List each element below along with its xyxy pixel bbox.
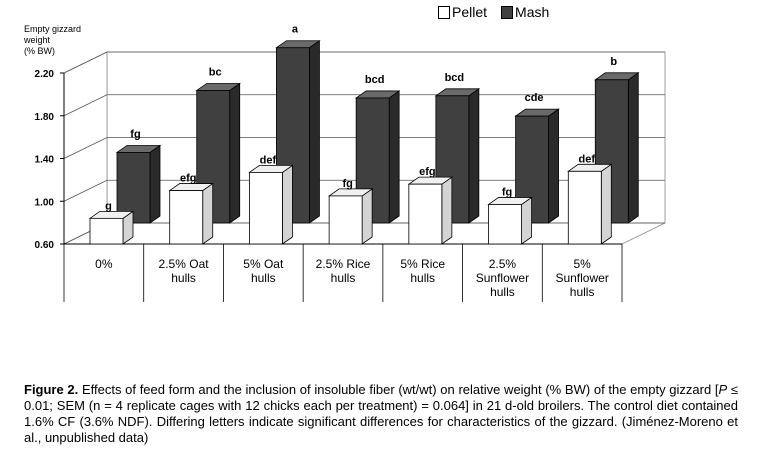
mash-bar-label: a bbox=[292, 24, 299, 36]
legend-label-pellet: Pellet bbox=[452, 4, 488, 20]
pellet-bar-label: fg bbox=[342, 178, 352, 190]
y-tick-label: 0.60 bbox=[35, 240, 55, 251]
y-tick-label: 1.80 bbox=[35, 112, 55, 123]
legend: Pellet Mash bbox=[438, 4, 563, 20]
y-axis-label-line-3: (% BW) bbox=[24, 46, 55, 56]
legend-swatch-mash bbox=[501, 5, 514, 19]
y-axis-label: Empty gizzard weight (% BW) bbox=[24, 24, 104, 57]
legend-label-mash: Mash bbox=[515, 4, 550, 20]
pellet-bar-side bbox=[282, 164, 293, 245]
pellet-bar bbox=[567, 170, 602, 245]
mash-bar-side bbox=[309, 39, 320, 224]
caption-p: P bbox=[718, 382, 728, 397]
legend-item-mash: Mash bbox=[501, 4, 549, 20]
caption-text-2: ≤ 0.01; SEM (n = 4 replicate cages with … bbox=[24, 382, 738, 445]
pellet-bar-side bbox=[361, 188, 373, 245]
mash-bar-side bbox=[548, 108, 559, 224]
category-label: Sunflower bbox=[555, 271, 608, 285]
y-axis-label-line-1: Empty gizzard bbox=[24, 24, 82, 34]
pellet-bar-side bbox=[600, 163, 612, 245]
mash-bar-side bbox=[627, 72, 639, 224]
gridline bbox=[63, 51, 665, 74]
pellet-bar-label: efg bbox=[419, 166, 436, 178]
category-label: 2.5% bbox=[489, 257, 517, 271]
category-label: Sunflower bbox=[476, 271, 529, 285]
mash-bar-label: bcd bbox=[445, 72, 465, 84]
mash-bar-side bbox=[229, 82, 241, 224]
pellet-bar-side bbox=[441, 176, 453, 245]
caption-text-1: Effects of feed form and the inclusion o… bbox=[78, 382, 719, 397]
category-label: 5% Oat bbox=[243, 257, 284, 271]
pellet-bar-label: def bbox=[579, 153, 596, 165]
mash-bar-side bbox=[149, 144, 161, 224]
mash-bar-side bbox=[468, 88, 480, 224]
category-label: 5% bbox=[573, 257, 591, 271]
mash-bar-label: fg bbox=[130, 128, 140, 140]
pellet-bar-label: fg bbox=[502, 186, 512, 198]
pellet-bar-label: g bbox=[105, 200, 112, 212]
mash-bar-label: bc bbox=[209, 66, 222, 78]
category-label: 5% Rice bbox=[400, 257, 445, 271]
category-label: hulls bbox=[410, 271, 435, 285]
figure-caption: Figure 2. Effects of feed form and the i… bbox=[24, 382, 738, 446]
pellet-bar bbox=[408, 183, 443, 245]
category-label: hulls bbox=[490, 285, 515, 299]
legend-swatch-pellet bbox=[438, 5, 450, 19]
y-tick-label: 1.40 bbox=[35, 155, 55, 166]
pellet-bar-side bbox=[521, 196, 532, 245]
pellet-bar bbox=[169, 190, 204, 245]
pellet-bar-label: efg bbox=[180, 173, 197, 185]
category-label: 0% bbox=[95, 257, 113, 271]
pellet-bar bbox=[249, 171, 283, 245]
pellet-bar bbox=[488, 204, 522, 245]
mash-bar-label: bcd bbox=[365, 74, 385, 86]
category-label: hulls bbox=[171, 271, 196, 285]
pellet-bar-label: def bbox=[260, 154, 277, 166]
pellet-bar bbox=[328, 195, 363, 245]
y-axis-label-line-2: weight bbox=[24, 35, 51, 45]
category-label: hulls bbox=[251, 271, 276, 285]
category-label: 2.5% Oat bbox=[159, 257, 210, 271]
pellet-bar-side bbox=[202, 182, 214, 245]
category-label: 2.5% Rice bbox=[316, 257, 371, 271]
y-tick-label: 1.00 bbox=[35, 197, 55, 208]
pellet-bar bbox=[89, 217, 124, 245]
caption-lead: Figure 2. bbox=[24, 382, 79, 397]
mash-bar-label: cde bbox=[525, 92, 544, 104]
mash-bar-label: b bbox=[610, 56, 617, 68]
category-label: hulls bbox=[570, 285, 595, 299]
category-label: hulls bbox=[331, 271, 356, 285]
y-tick-label: 2.20 bbox=[35, 69, 55, 80]
legend-item-pellet: Pellet bbox=[438, 4, 487, 20]
mash-bar-side bbox=[388, 90, 400, 224]
